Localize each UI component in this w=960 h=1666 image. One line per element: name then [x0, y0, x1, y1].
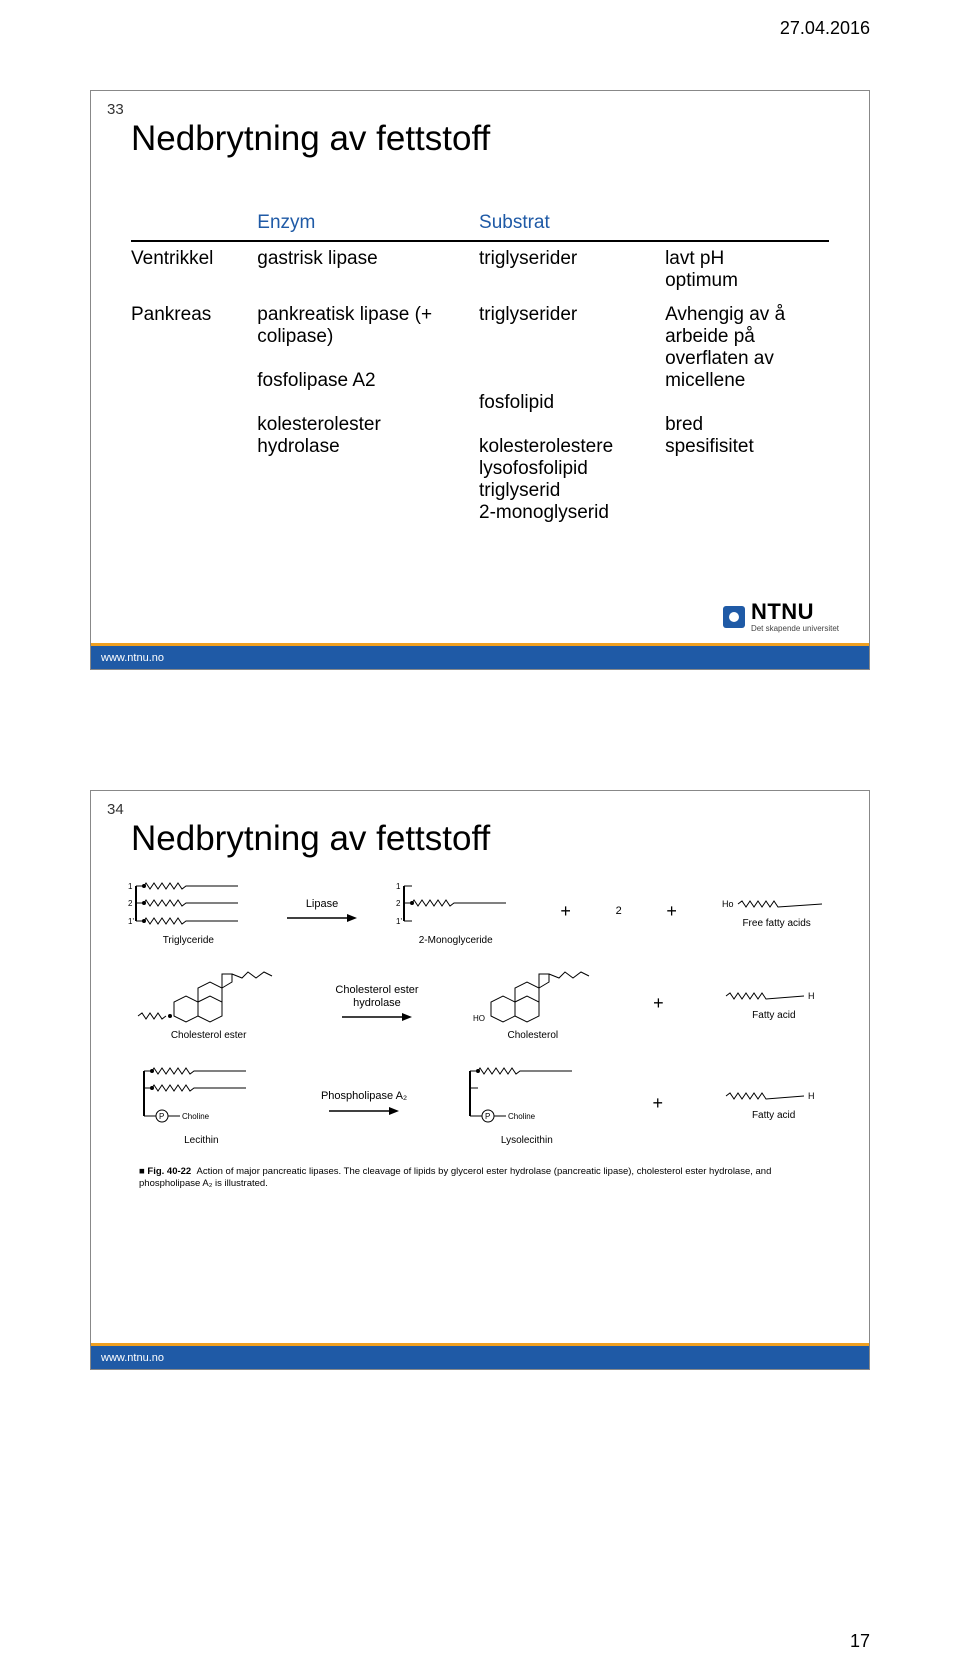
footer-url: www.ntnu.no — [91, 1346, 869, 1364]
chem-row-cholesterol: Cholesterol ester Cholesterol ester hydr… — [109, 966, 851, 1041]
svg-text:1: 1 — [128, 882, 133, 891]
svg-text:1: 1 — [396, 882, 401, 891]
free-fatty-acid-structure: Ho Free fatty acids — [722, 894, 832, 929]
page-number: 17 — [850, 1631, 870, 1652]
cell-organ: Ventrikkel — [131, 241, 257, 298]
svg-text:Choline: Choline — [182, 1112, 210, 1121]
cell-organ: Pankreas — [131, 298, 257, 530]
svg-text:P: P — [159, 1112, 164, 1121]
ntnu-logo-sub: Det skapende universitet — [751, 625, 839, 633]
cell-note: Avhengig av å arbeide på overflaten av m… — [665, 298, 829, 530]
phospholipase-arrow: Phospholipase A₂ — [321, 1090, 407, 1116]
chem-row-lecithin: P Choline Lecithin Phospholipase A₂ — [109, 1061, 851, 1146]
plus-icon: + — [666, 901, 677, 922]
plus-icon: + — [560, 901, 571, 922]
cell-enzyme: pankreatisk lipase (+ colipase) fosfolip… — [257, 298, 479, 530]
chem-diagrams: 1 2 1' Triglyceride Lipase 1 — [109, 876, 851, 1294]
lysolecithin-label: Lysolecithin — [501, 1135, 553, 1146]
monoglyceride-label: 2-Monoglyceride — [419, 935, 493, 946]
ffa-svg: Ho — [722, 894, 832, 914]
enzyme-table-wrap: Enzym Substrat Ventrikkel gastrisk lipas… — [131, 206, 829, 530]
fatty-acid-structure: H Fatty acid — [724, 986, 824, 1021]
svg-text:P: P — [485, 1112, 490, 1121]
slide-title: Nedbrytning av fettstoff — [131, 119, 490, 159]
ntnu-logo: NTNU Det skapende universitet — [723, 601, 839, 633]
th-substrat: Substrat — [479, 206, 665, 241]
triglyceride-label: Triglyceride — [163, 935, 214, 946]
fatty-acid-structure-2: H Fatty acid — [724, 1086, 824, 1121]
cell-note: lavt pH optimum — [665, 241, 829, 298]
lipase-arrow: Lipase — [287, 898, 357, 924]
slide-title: Nedbrytning av fettstoff — [131, 819, 490, 859]
phospholipase-label: Phospholipase A₂ — [321, 1090, 407, 1102]
plus-icon: + — [653, 993, 664, 1014]
svg-text:1': 1' — [396, 917, 402, 926]
footer-bar: www.ntnu.no — [91, 1343, 869, 1369]
monoglyceride-structure: 1 2 1' 2-Monoglyceride — [396, 876, 516, 946]
chol-ester-label: Cholesterol ester — [171, 1030, 247, 1041]
table-row: Ventrikkel gastrisk lipase triglyserider… — [131, 241, 829, 298]
page: 27.04.2016 33 Nedbrytning av fettstoff E… — [0, 0, 960, 1666]
cell-enzyme: gastrisk lipase — [257, 241, 479, 298]
slide-number: 34 — [107, 801, 124, 818]
ntnu-logo-icon — [723, 606, 745, 628]
svg-text:H: H — [808, 1091, 815, 1101]
svg-text:2: 2 — [396, 899, 401, 908]
chol-hydrolase-label: Cholesterol ester hydrolase — [335, 984, 418, 1008]
svg-text:1': 1' — [128, 917, 134, 926]
cholesterol-ester-structure: Cholesterol ester — [136, 966, 281, 1041]
footer-url: www.ntnu.no — [91, 646, 869, 664]
chem-row-lipase: 1 2 1' Triglyceride Lipase 1 — [109, 876, 851, 946]
lecithin-svg: P Choline — [136, 1061, 266, 1131]
triglyceride-structure: 1 2 1' Triglyceride — [128, 876, 248, 946]
chol-hydrolase-arrow: Cholesterol ester hydrolase — [335, 984, 418, 1022]
th-note — [665, 206, 829, 241]
table-header-row: Enzym Substrat — [131, 206, 829, 241]
lipase-label: Lipase — [306, 898, 338, 910]
cell-substrate: triglyserider fosfolipid kolesterolester… — [479, 298, 665, 530]
th-blank — [131, 206, 257, 241]
date-header: 27.04.2016 — [780, 18, 870, 39]
monoglyceride-svg: 1 2 1' — [396, 876, 516, 931]
svg-text:Ho: Ho — [722, 899, 734, 909]
cholesterol-structure: HO Cholesterol — [473, 966, 593, 1041]
plus-icon: + — [652, 1093, 663, 1114]
lecithin-label: Lecithin — [184, 1135, 218, 1146]
slide-number: 33 — [107, 101, 124, 118]
cholesterol-label: Cholesterol — [508, 1030, 559, 1041]
slide-34: 34 Nedbrytning av fettstoff 1 2 — [90, 790, 870, 1370]
svg-text:H: H — [808, 991, 815, 1001]
triglyceride-svg: 1 2 1' — [128, 876, 248, 931]
figure-caption: ■ Fig. 40-22 Action of major pancreatic … — [139, 1166, 821, 1191]
svg-text:HO: HO — [473, 1014, 485, 1023]
footer-bar: www.ntnu.no — [91, 643, 869, 669]
slide-33: 33 Nedbrytning av fettstoff Enzym Substr… — [90, 90, 870, 670]
table-row: Pankreas pankreatisk lipase (+ colipase)… — [131, 298, 829, 530]
fa-svg: H — [724, 986, 824, 1006]
two-label: 2 — [616, 905, 622, 917]
cell-substrate: triglyserider — [479, 241, 665, 298]
svg-text:2: 2 — [128, 899, 133, 908]
ffa-label: Free fatty acids — [742, 918, 810, 929]
th-enzym: Enzym — [257, 206, 479, 241]
fatty-acid-label-2: Fatty acid — [752, 1110, 795, 1121]
svg-text:Choline: Choline — [508, 1112, 536, 1121]
enzyme-table: Enzym Substrat Ventrikkel gastrisk lipas… — [131, 206, 829, 530]
lysolecithin-structure: P Choline Lysolecithin — [462, 1061, 592, 1146]
fatty-acid-label: Fatty acid — [752, 1010, 795, 1021]
fa-svg-2: H — [724, 1086, 824, 1106]
chol-ester-svg — [136, 966, 281, 1026]
ntnu-logo-text: NTNU — [751, 601, 839, 623]
lecithin-structure: P Choline Lecithin — [136, 1061, 266, 1146]
lysolecithin-svg: P Choline — [462, 1061, 592, 1131]
chol-svg: HO — [473, 966, 593, 1026]
